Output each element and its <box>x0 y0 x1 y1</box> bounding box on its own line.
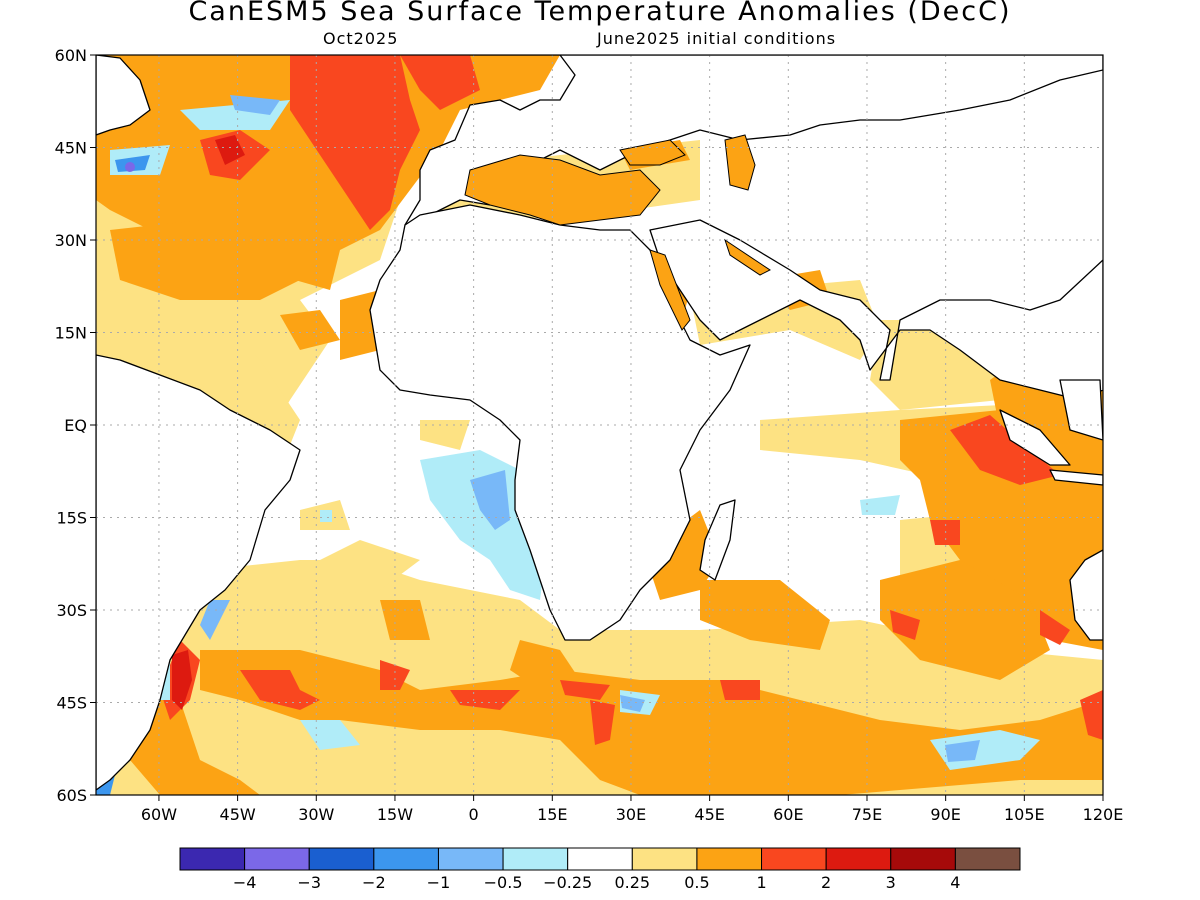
colorbar-swatch <box>954 847 1021 871</box>
colorbar-swatch <box>179 847 246 871</box>
java-land <box>1049 469 1103 486</box>
lon-tick-label: 30W <box>298 805 334 824</box>
colorbar-swatch <box>825 847 892 871</box>
australia-land <box>1069 549 1103 641</box>
colorbar-label: −0.5 <box>484 873 523 892</box>
colorbar-label: −2 <box>362 873 386 892</box>
inland-seas <box>464 134 771 331</box>
subtitle-valid-month: Oct2025 <box>323 29 399 48</box>
lon-tick-label: 120E <box>1083 805 1124 824</box>
axis-ticks: 60N 45N 30N 15N EQ 15S 30S 45S 60S 60W 45W 30W 15W 0 1… <box>55 46 1124 824</box>
gridlines <box>96 55 1103 795</box>
anomaly-field <box>96 55 1103 795</box>
lon-tick-label: 75E <box>852 805 882 824</box>
north-america-land <box>96 55 151 136</box>
lon-tick-label: 90E <box>930 805 960 824</box>
colorbar-label: 4 <box>950 873 960 892</box>
colorbar-swatch <box>696 847 763 871</box>
colorbar-label: 0.5 <box>684 873 709 892</box>
lon-tick-label: 0 <box>469 805 479 824</box>
anomaly-fill-2-3 <box>172 135 245 710</box>
colorbar-swatch <box>890 847 956 871</box>
colorbar-swatch <box>761 847 827 871</box>
land-masses <box>96 55 1103 791</box>
lat-tick-label: 45N <box>55 139 87 158</box>
red-sea <box>649 249 691 331</box>
colorbar-label: −4 <box>233 873 257 892</box>
colorbar-label: 2 <box>821 873 831 892</box>
madagascar-land <box>699 499 736 581</box>
lon-tick-label: 105E <box>1004 805 1045 824</box>
lat-tick-label: 30N <box>55 231 87 250</box>
anomaly-spot-neg-3 <box>125 162 135 172</box>
colorbar-label: −3 <box>297 873 321 892</box>
lat-tick-label: EQ <box>64 416 87 435</box>
lat-tick-label: 45S <box>56 694 87 713</box>
caspian-sea <box>724 134 756 191</box>
sumatra-land <box>999 409 1071 466</box>
lon-tick-label: 60W <box>141 805 177 824</box>
colorbar-swatch <box>437 847 504 871</box>
colorbar-swatch <box>567 847 633 871</box>
colorbar-swatch <box>373 847 439 871</box>
lat-tick-label: 15N <box>55 324 87 343</box>
colorbar-label: 0.25 <box>614 873 650 892</box>
lon-tick-label: 45E <box>694 805 724 824</box>
colorbar-label: 1 <box>756 873 766 892</box>
lat-tick-label: 60N <box>55 46 87 65</box>
colorbar-swatch <box>244 847 310 871</box>
anomaly-fill-neg-0.5 <box>200 95 980 762</box>
colorbar-swatch <box>502 847 569 871</box>
colorbar-label: −1 <box>427 873 451 892</box>
lon-tick-label: 60E <box>773 805 803 824</box>
lon-tick-label: 15W <box>377 805 413 824</box>
lon-tick-label: 15E <box>537 805 567 824</box>
lon-tick-label: 45W <box>220 805 256 824</box>
lon-tick-label: 30E <box>616 805 646 824</box>
colorbar-swatch <box>631 847 698 871</box>
colorbar-label: 3 <box>886 873 896 892</box>
mediterranean-sea <box>464 154 661 226</box>
africa-land <box>369 204 751 641</box>
persian-gulf <box>724 238 771 276</box>
chart-title: CanESM5 Sea Surface Temperature Anomalie… <box>188 0 1012 27</box>
lat-tick-label: 15S <box>56 509 87 528</box>
colorbar-swatch <box>308 847 375 871</box>
lat-tick-label: 60S <box>56 786 87 805</box>
subtitle-initial-conditions: June2025 initial conditions <box>597 29 837 48</box>
colorbar: −4 −3 −2 −1 −0.5 −0.25 0.25 0.5 1 2 3 4 <box>179 847 1021 892</box>
lat-tick-label: 30S <box>56 601 87 620</box>
colorbar-label: −0.25 <box>543 873 592 892</box>
black-sea <box>619 139 686 166</box>
